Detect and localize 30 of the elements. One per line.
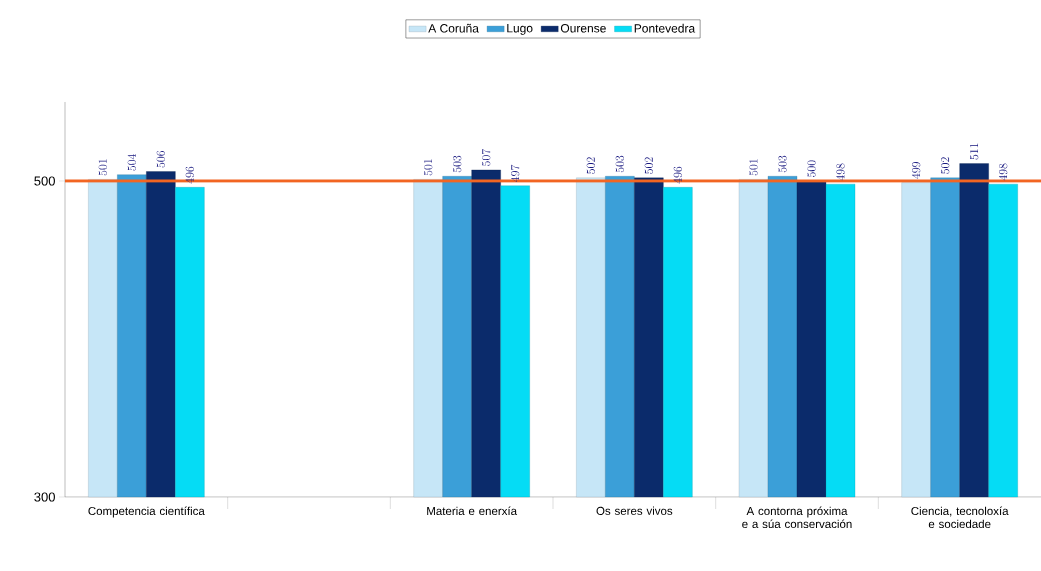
- data-label: 499: [911, 161, 921, 179]
- data-label: 501: [424, 159, 433, 176]
- legend-label: Lugo: [507, 24, 533, 35]
- x-tick-label: Os seres vivos: [596, 506, 673, 515]
- data-label: 501: [98, 159, 107, 176]
- x-tick-label: Competencia científica: [88, 506, 205, 518]
- y-tick-label: 300: [34, 492, 55, 502]
- data-label: 502: [644, 157, 653, 174]
- legend-label: Ourense: [560, 23, 606, 33]
- legend-label: Pontevedra: [634, 23, 696, 33]
- data-label: 507: [481, 149, 491, 166]
- data-label: 497: [510, 164, 520, 182]
- x-tick-label: A contorna próxima e a súa conservación: [742, 506, 852, 529]
- data-label: 506: [156, 150, 165, 168]
- data-label: 504: [127, 153, 136, 171]
- data-label: 511: [970, 143, 979, 160]
- data-label: 503: [453, 155, 462, 173]
- data-label: 503: [778, 155, 787, 173]
- data-label: 503: [615, 155, 624, 173]
- data-label: 496: [673, 166, 682, 184]
- data-label: 496: [185, 166, 194, 184]
- data-label: 498: [836, 163, 845, 181]
- x-tick-label: Materia e enerxía: [427, 506, 518, 516]
- x-tick-label: Ciencia, tecnoloxía e sociedade: [911, 506, 1009, 529]
- legend-label: A Coruña: [428, 23, 479, 33]
- data-label: 498: [998, 163, 1008, 181]
- data-label: 502: [941, 157, 950, 174]
- data-label: 500: [807, 160, 816, 177]
- data-label: 501: [749, 159, 758, 176]
- data-label: 502: [586, 157, 595, 174]
